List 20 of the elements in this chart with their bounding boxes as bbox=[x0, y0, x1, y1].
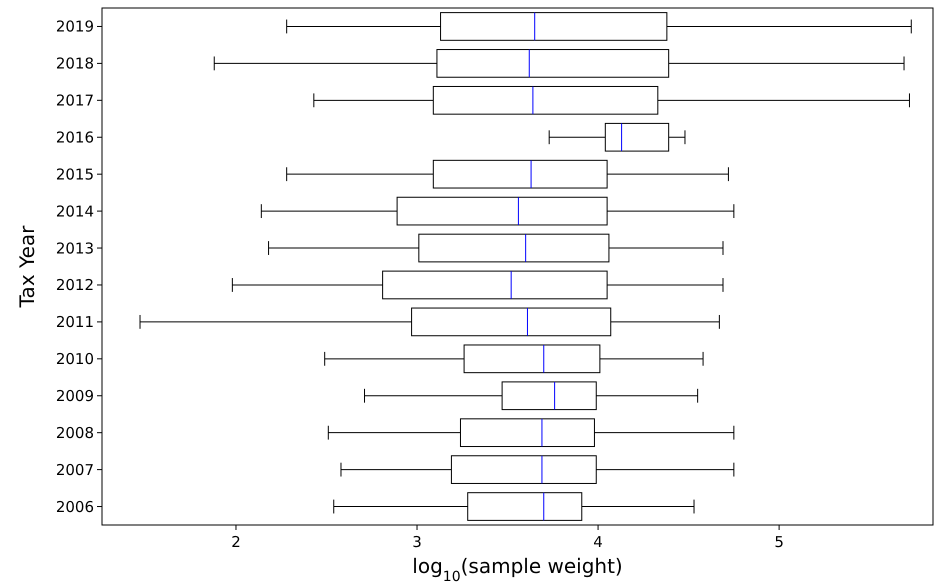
y-tick-label: 2007 bbox=[56, 460, 94, 479]
x-tick-label: 5 bbox=[774, 533, 784, 551]
y-tick-label: 2012 bbox=[56, 276, 94, 294]
y-tick-label: 2010 bbox=[56, 350, 94, 368]
y-tick-label: 2016 bbox=[56, 128, 94, 146]
y-tick-label: 2008 bbox=[56, 424, 94, 442]
x-tick-label: 3 bbox=[412, 533, 422, 551]
y-tick-label: 2009 bbox=[56, 387, 94, 405]
x-tick-label: 2 bbox=[231, 533, 241, 551]
y-tick-label: 2015 bbox=[56, 165, 94, 184]
y-tick-label: 2014 bbox=[56, 202, 94, 220]
x-tick-label: 4 bbox=[593, 533, 603, 551]
y-axis-title: Tax Year bbox=[15, 224, 39, 308]
x-axis-title: log$_{10}$(sample weight) bbox=[412, 554, 623, 583]
y-tick-label: 2017 bbox=[56, 92, 94, 110]
y-tick-label: 2018 bbox=[56, 54, 94, 73]
y-tick-label: 2019 bbox=[56, 18, 94, 36]
y-tick-label: 2006 bbox=[56, 498, 94, 516]
y-tick-label: 2011 bbox=[56, 313, 94, 332]
y-tick-label: 2013 bbox=[56, 239, 94, 258]
